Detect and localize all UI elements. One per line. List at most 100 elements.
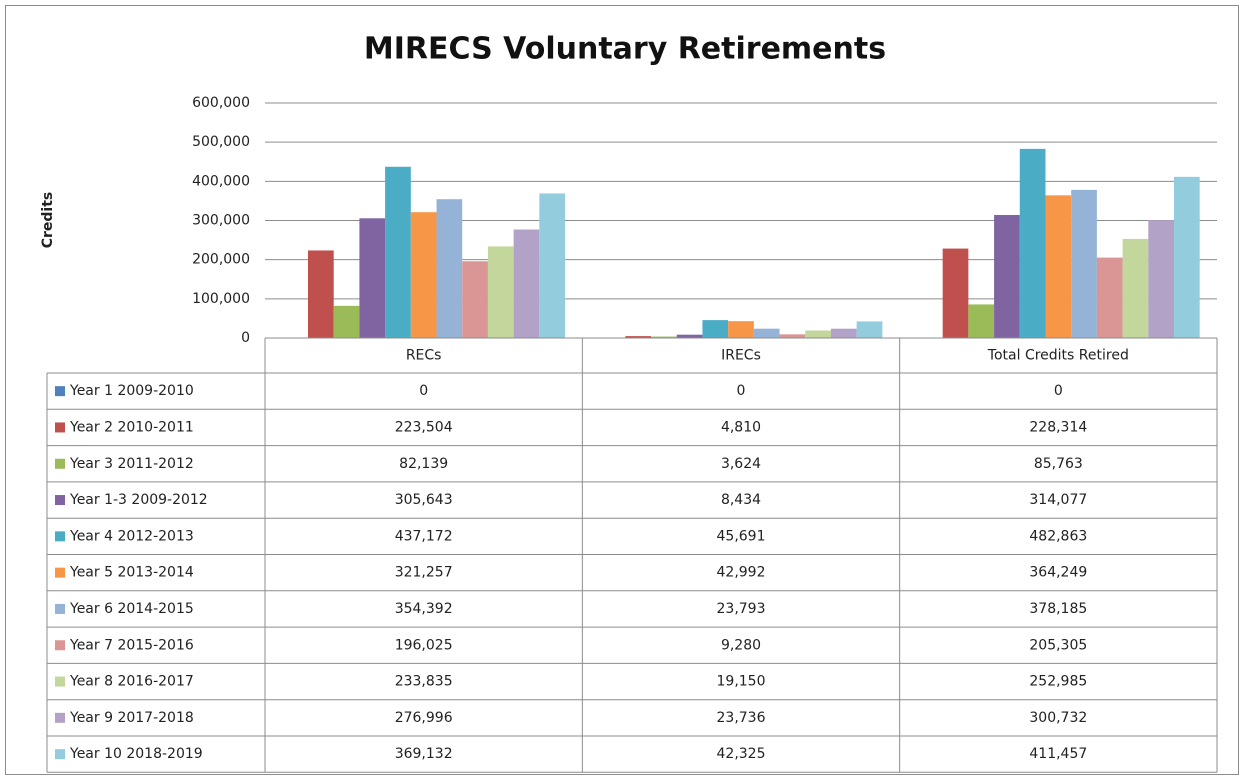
table-cell: 223,504 <box>395 419 453 435</box>
legend-key <box>55 386 65 397</box>
table-cell: 0 <box>1054 383 1063 399</box>
bar <box>539 193 566 338</box>
table-cell: 378,185 <box>1029 601 1087 617</box>
legend-key <box>55 640 65 651</box>
y-tick-label: 300,000 <box>192 213 250 229</box>
bar <box>1045 195 1072 338</box>
bar <box>805 330 831 338</box>
table-cell: 23,793 <box>717 601 766 617</box>
table-cell: 314,077 <box>1029 492 1087 508</box>
y-axis-label: Credits <box>40 192 56 249</box>
legend-key <box>55 495 65 506</box>
bar <box>1148 220 1175 338</box>
bar <box>994 214 1020 338</box>
table-cell: 4,810 <box>721 419 761 435</box>
legend-entry: Year 4 2012-2013 <box>69 528 194 544</box>
table-cell: 196,025 <box>395 637 453 653</box>
legend-entry: Year 5 2013-2014 <box>69 565 194 581</box>
legend-entry: Year 9 2017-2018 <box>69 710 194 726</box>
table-cell: 233,835 <box>395 674 453 690</box>
table-cell: 364,249 <box>1029 565 1087 581</box>
bar <box>359 218 386 338</box>
table-cell: 8,434 <box>721 492 761 508</box>
bar <box>728 321 754 338</box>
bar <box>487 246 514 338</box>
bar <box>942 248 969 338</box>
table-cell: 437,172 <box>395 528 453 544</box>
legend-key <box>55 531 65 542</box>
chart-border <box>5 5 1239 775</box>
table-cell: 369,132 <box>395 746 453 762</box>
legend-entry: Year 8 2016-2017 <box>69 674 194 690</box>
bar <box>333 305 360 338</box>
legend-key <box>55 712 65 723</box>
table-header: IRECs <box>721 348 761 364</box>
table-cell: 3,624 <box>721 456 761 472</box>
y-tick-label: 400,000 <box>192 173 250 189</box>
legend-key <box>55 676 65 687</box>
legend-key <box>55 749 65 760</box>
table-cell: 45,691 <box>717 528 766 544</box>
bar <box>1071 189 1097 338</box>
legend-entry: Year 6 2014-2015 <box>69 601 194 617</box>
bar <box>856 321 883 338</box>
bar <box>651 336 677 338</box>
table-cell: 23,736 <box>717 710 766 726</box>
legend-key <box>55 458 65 469</box>
bar <box>385 166 411 338</box>
table-cell: 0 <box>419 383 428 399</box>
y-tick-label: 500,000 <box>192 134 250 150</box>
bar <box>625 336 652 338</box>
table-cell: 482,863 <box>1029 528 1087 544</box>
bar <box>1096 257 1123 338</box>
table-header: RECs <box>406 348 442 364</box>
bar <box>462 261 488 338</box>
bar <box>779 334 806 338</box>
bar <box>307 250 334 338</box>
bar <box>676 334 703 338</box>
table-cell: 252,985 <box>1029 674 1087 690</box>
legend-key <box>55 422 65 433</box>
table-cell: 354,392 <box>395 601 453 617</box>
bar <box>1174 176 1200 338</box>
bar <box>1019 148 1046 338</box>
table-cell: 42,325 <box>717 746 766 762</box>
legend-entry: Year 1 2009-2010 <box>69 383 194 399</box>
table-cell: 82,139 <box>399 456 448 472</box>
table-cell: 305,643 <box>395 492 453 508</box>
legend-entry: Year 1-3 2009-2012 <box>69 492 208 508</box>
table-cell: 300,732 <box>1029 710 1087 726</box>
table-cell: 321,257 <box>395 565 453 581</box>
table-cell: 411,457 <box>1029 746 1087 762</box>
table-header: Total Credits Retired <box>987 348 1129 364</box>
y-tick-label: 100,000 <box>192 291 250 307</box>
legend-key <box>55 603 65 614</box>
y-tick-label: 0 <box>241 330 250 346</box>
y-tick-label: 600,000 <box>192 95 250 111</box>
legend-entry: Year 3 2011-2012 <box>69 456 194 472</box>
bar <box>702 320 729 338</box>
table-cell: 42,992 <box>717 565 766 581</box>
bar <box>968 304 995 338</box>
legend-entry: Year 2 2010-2011 <box>69 419 194 435</box>
legend-key <box>55 567 65 578</box>
table-cell: 0 <box>737 383 746 399</box>
bar <box>1122 238 1149 338</box>
bar <box>753 328 780 338</box>
legend-entry: Year 10 2018-2019 <box>69 746 203 762</box>
table-cell: 228,314 <box>1029 419 1087 435</box>
bar <box>436 199 463 338</box>
bar <box>410 212 437 338</box>
chart-title: MIRECS Voluntary Retirements <box>364 32 886 67</box>
table-cell: 205,305 <box>1029 637 1087 653</box>
table-cell: 9,280 <box>721 637 761 653</box>
bar <box>830 328 857 338</box>
table-cell: 19,150 <box>717 674 766 690</box>
y-tick-label: 200,000 <box>192 252 250 268</box>
legend-entry: Year 7 2015-2016 <box>69 637 194 653</box>
table-cell: 85,763 <box>1034 456 1083 472</box>
table-cell: 276,996 <box>395 710 453 726</box>
bar <box>513 229 540 338</box>
